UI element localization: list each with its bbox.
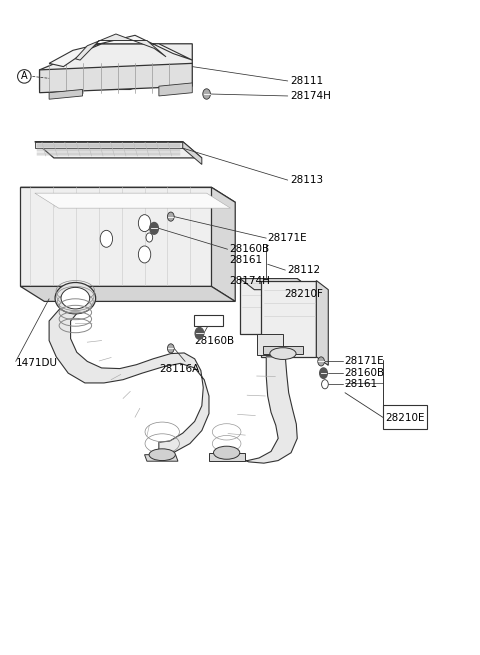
Polygon shape [211,187,235,301]
Ellipse shape [214,446,240,459]
Polygon shape [257,334,283,355]
Text: 28116A: 28116A [159,364,199,373]
Polygon shape [35,193,230,208]
FancyBboxPatch shape [194,315,223,326]
Polygon shape [21,187,211,286]
Text: 28210E: 28210E [385,413,424,422]
Text: A: A [21,71,28,81]
Polygon shape [39,44,192,90]
Text: 28160B: 28160B [229,244,269,254]
Text: 28210F: 28210F [284,289,323,299]
Polygon shape [183,141,202,164]
Polygon shape [263,346,303,354]
Text: 28174H: 28174H [290,91,331,101]
Circle shape [203,89,210,99]
Polygon shape [21,286,235,301]
Text: 28113: 28113 [290,175,323,185]
Circle shape [320,368,327,379]
Text: 28174H: 28174H [229,276,270,286]
Polygon shape [262,280,316,357]
Polygon shape [218,357,297,463]
Polygon shape [49,35,192,67]
Polygon shape [39,64,192,93]
Circle shape [138,215,151,232]
Ellipse shape [55,282,96,314]
Polygon shape [144,455,178,461]
Circle shape [100,231,113,248]
Ellipse shape [61,288,90,309]
Text: 28161: 28161 [193,316,224,326]
Text: 28171E: 28171E [344,356,384,366]
Polygon shape [159,83,192,96]
Text: 28161: 28161 [344,379,377,389]
Circle shape [168,344,174,353]
Text: 28171E: 28171E [268,233,307,243]
Text: 28161: 28161 [229,255,262,265]
Circle shape [146,233,153,242]
Circle shape [195,328,204,339]
Circle shape [318,357,324,366]
Circle shape [322,380,328,389]
Polygon shape [75,34,166,60]
Ellipse shape [270,348,296,360]
Polygon shape [35,141,183,148]
Polygon shape [49,305,209,455]
Text: 28111: 28111 [290,76,323,86]
Polygon shape [240,278,297,334]
Polygon shape [316,280,328,365]
Text: 28112: 28112 [287,265,320,275]
Circle shape [168,212,174,221]
Text: 1471DU: 1471DU [16,358,58,368]
Polygon shape [49,90,83,99]
Polygon shape [35,141,202,158]
Text: 28160B: 28160B [344,368,384,378]
Circle shape [150,223,158,234]
Ellipse shape [149,449,175,460]
Circle shape [138,246,151,263]
Polygon shape [240,278,312,290]
Polygon shape [297,278,312,345]
Polygon shape [209,453,245,460]
Text: 28160B: 28160B [194,335,234,346]
Polygon shape [21,187,235,202]
